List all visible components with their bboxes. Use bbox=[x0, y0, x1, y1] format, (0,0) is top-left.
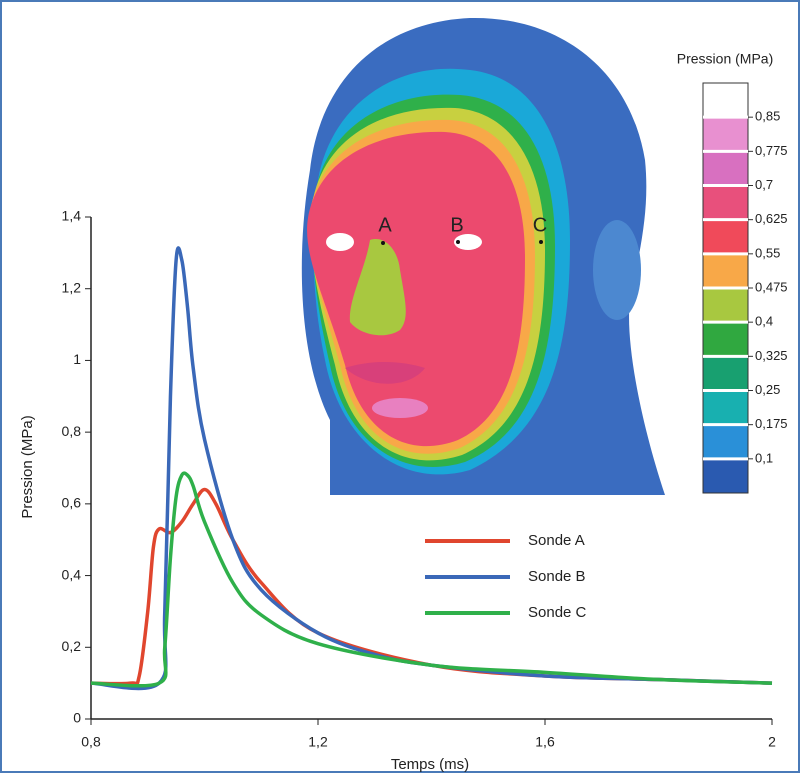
colorbar-segment bbox=[703, 391, 748, 426]
colorbar-segment bbox=[703, 186, 748, 221]
x-tick-label: 0,8 bbox=[81, 734, 101, 750]
legend-label: Sonde C bbox=[528, 604, 587, 621]
colorbar-label: 0,4 bbox=[755, 314, 773, 329]
colorbar-segment bbox=[703, 288, 748, 323]
colorbar-segment bbox=[703, 459, 748, 494]
x-tick-label: 1,6 bbox=[535, 734, 555, 750]
probe-label: B bbox=[450, 214, 463, 236]
colorbar-segment bbox=[703, 322, 748, 357]
colorbar-segment bbox=[703, 425, 748, 460]
y-tick-label: 0 bbox=[73, 710, 81, 726]
legend-label: Sonde A bbox=[528, 532, 585, 549]
colorbar-label: 0,7 bbox=[755, 177, 773, 192]
y-tick-label: 1,2 bbox=[62, 279, 82, 295]
colorbar-label: 0,85 bbox=[755, 109, 780, 124]
colorbar-segment bbox=[703, 220, 748, 255]
colorbar-segment bbox=[703, 117, 748, 152]
probe-label: C bbox=[533, 214, 547, 236]
colorbar-segment bbox=[703, 83, 748, 118]
chart: A B C Pression (MPa) Temps (ms) Pression… bbox=[0, 0, 800, 773]
colorbar-label: 0,325 bbox=[755, 348, 788, 363]
colorbar-label: 0,625 bbox=[755, 211, 788, 226]
colorbar-label: 0,55 bbox=[755, 245, 780, 260]
y-tick-label: 1 bbox=[73, 351, 81, 367]
face-illustration bbox=[302, 18, 665, 495]
probe-label: A bbox=[378, 214, 392, 236]
y-tick-label: 0,6 bbox=[62, 495, 82, 511]
y-axis-label: Pression (MPa) bbox=[19, 415, 36, 518]
y-tick-label: 0,8 bbox=[62, 423, 82, 439]
legend-label: Sonde B bbox=[528, 568, 586, 585]
y-tick-label: 1,4 bbox=[62, 208, 82, 224]
x-tick-label: 2 bbox=[768, 734, 776, 750]
colorbar-segment bbox=[703, 151, 748, 186]
colorbar-label: 0,475 bbox=[755, 279, 788, 294]
colorbar-label: 0,175 bbox=[755, 416, 788, 431]
colorbar-segment bbox=[703, 356, 748, 391]
colorbar-label: 0,775 bbox=[755, 143, 788, 158]
y-tick-label: 0,2 bbox=[62, 638, 82, 654]
colorbar-label: 0,25 bbox=[755, 382, 780, 397]
y-tick-label: 0,4 bbox=[62, 566, 82, 582]
colorbar-segment bbox=[703, 254, 748, 289]
x-tick-label: 1,2 bbox=[308, 734, 328, 750]
colorbar-label: 0,1 bbox=[755, 450, 773, 465]
x-axis-label: Temps (ms) bbox=[391, 756, 469, 773]
colorbar-title: Pression (MPa) bbox=[677, 51, 773, 67]
